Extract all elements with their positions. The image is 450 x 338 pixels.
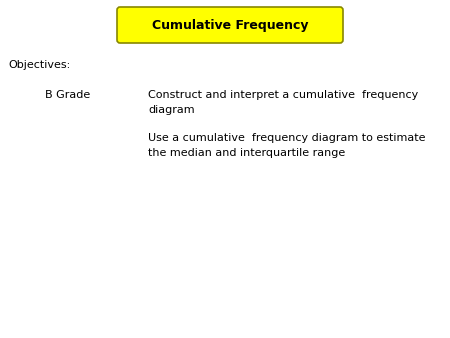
Text: the median and interquartile range: the median and interquartile range — [148, 148, 345, 158]
FancyBboxPatch shape — [117, 7, 343, 43]
Text: Cumulative Frequency: Cumulative Frequency — [152, 19, 308, 31]
Text: Use a cumulative  frequency diagram to estimate: Use a cumulative frequency diagram to es… — [148, 133, 426, 143]
Text: diagram: diagram — [148, 105, 194, 115]
Text: Objectives:: Objectives: — [8, 60, 70, 70]
Text: Construct and interpret a cumulative  frequency: Construct and interpret a cumulative fre… — [148, 90, 418, 100]
Text: B Grade: B Grade — [45, 90, 90, 100]
